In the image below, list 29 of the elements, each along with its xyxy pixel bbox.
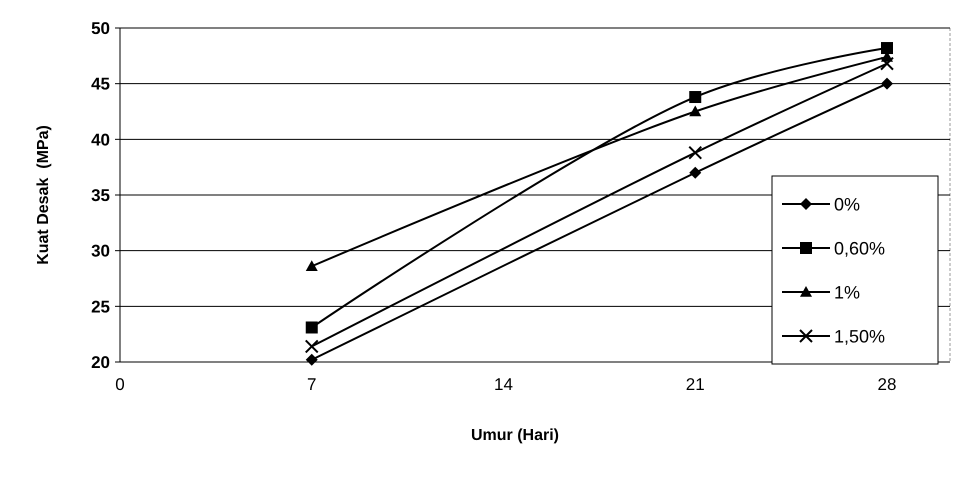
point [689, 166, 702, 179]
x-tick-label: 28 [878, 375, 896, 394]
y-tick-label: 40 [91, 130, 110, 150]
point [689, 91, 702, 104]
x-tick-label: 21 [686, 375, 705, 394]
point [306, 260, 318, 272]
point [880, 42, 893, 54]
x-tick-label: 7 [307, 375, 316, 394]
y-tick-label: 25 [91, 297, 110, 316]
legend-label: 0,60% [834, 238, 886, 258]
legend-label: 1,50% [834, 326, 886, 346]
point [688, 146, 702, 160]
point [304, 339, 319, 354]
x-tick-label: 0 [115, 375, 125, 394]
legend-label: 0% [834, 194, 860, 214]
point [689, 106, 702, 116]
y-tick-label: 50 [91, 18, 110, 38]
point [880, 78, 893, 90]
x-tick-label: 14 [494, 375, 513, 394]
legend-label: 1% [834, 282, 860, 302]
y-tick-label: 35 [91, 186, 110, 205]
point [880, 56, 894, 71]
y-tick-label: 30 [91, 242, 110, 261]
x-axis-title: Umur (Hari) [470, 427, 560, 444]
point [306, 354, 318, 366]
point [306, 321, 318, 334]
y-tick-label: 20 [91, 352, 110, 372]
y-tick-label: 45 [91, 74, 110, 94]
y-axis-title: Kuat Desak (MPa) [35, 125, 52, 265]
